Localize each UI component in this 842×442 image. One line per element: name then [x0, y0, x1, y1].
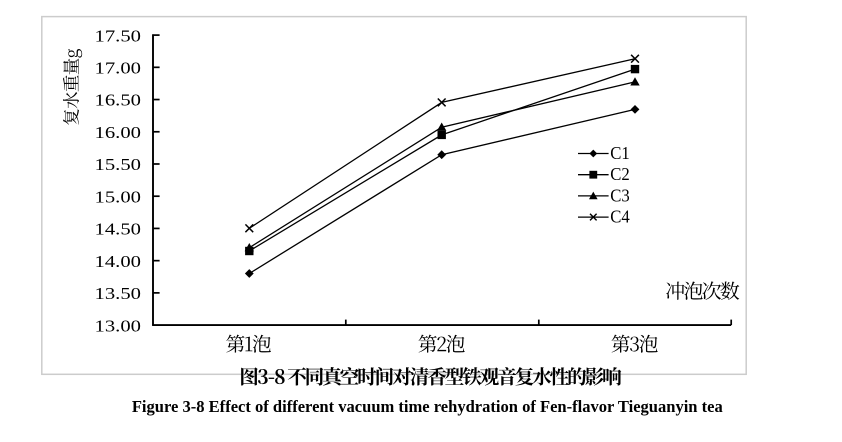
svg-text:16.00: 16.00	[95, 123, 142, 142]
svg-text:17.00: 17.00	[95, 59, 142, 78]
svg-text:13.50: 13.50	[95, 284, 142, 303]
svg-text:14.50: 14.50	[95, 220, 142, 239]
svg-text:13.00: 13.00	[95, 316, 142, 335]
svg-text:14.00: 14.00	[95, 252, 142, 271]
svg-text:C2: C2	[610, 164, 630, 184]
svg-text:17.50: 17.50	[95, 26, 142, 45]
svg-text:C1: C1	[610, 143, 630, 163]
svg-text:C3: C3	[610, 185, 630, 205]
svg-text:C4: C4	[610, 207, 630, 227]
svg-text:15.00: 15.00	[95, 187, 142, 206]
svg-text:15.50: 15.50	[95, 155, 142, 174]
svg-text:Figure 3-8 Effect of different: Figure 3-8 Effect of different vacuum ti…	[132, 397, 724, 416]
svg-text:16.50: 16.50	[95, 91, 142, 110]
